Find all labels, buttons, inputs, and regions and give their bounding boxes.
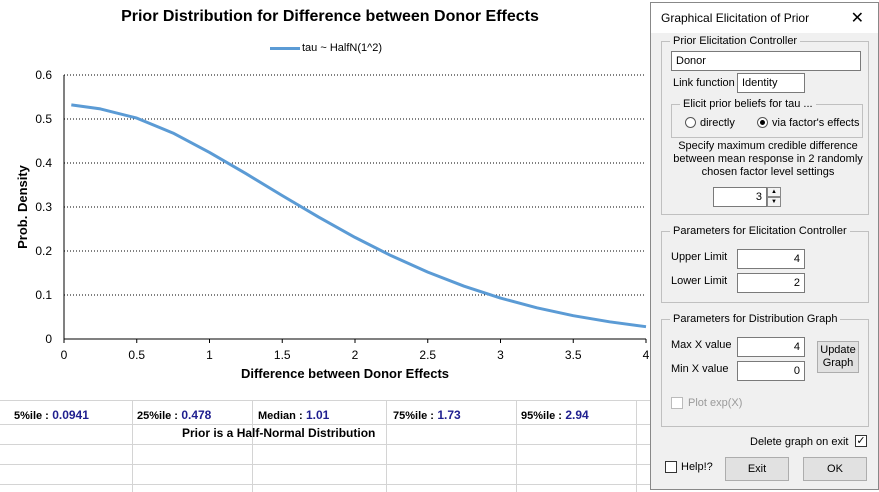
delete-graph-label: Delete graph on exit [750, 436, 849, 448]
chart-title: Prior Distribution for Difference betwee… [121, 8, 539, 25]
controller-legend: Prior Elicitation Controller [673, 35, 798, 47]
stat-median: Median : 1.01 [258, 408, 330, 422]
stat-p5: 5%ile : 0.0941 [14, 408, 89, 422]
radio-directly-label: directly [700, 117, 735, 129]
spin-down-button[interactable]: ▼ [767, 197, 781, 207]
x-tick-label: 2 [352, 348, 359, 362]
y-axis-label: Prob. Density [15, 164, 30, 249]
ok-button[interactable]: OK [803, 457, 867, 481]
grid-line [0, 464, 660, 465]
link-function-label: Link function [673, 77, 735, 89]
grid-line [132, 400, 133, 492]
upper-limit-label: Upper Limit [671, 251, 728, 263]
factor-name-field[interactable]: Donor [671, 51, 861, 71]
legend-swatch [270, 46, 300, 50]
exit-button[interactable]: Exit [725, 457, 789, 481]
graph-params-group: Parameters for Distribution Graph [661, 313, 869, 427]
help-label: Help!? [681, 461, 713, 473]
link-function-field[interactable]: Identity [737, 73, 805, 93]
grid-line [0, 424, 660, 425]
lower-limit-label: Lower Limit [671, 275, 728, 287]
max-x-input[interactable]: 4 [737, 337, 805, 357]
plot-svg: 0 0.1 0.2 0.3 0.4 0.5 0.6 0 0.5 1 1.5 2 2.5 3 3.5 4 Diff… [15, 68, 650, 381]
grid-line [0, 444, 660, 445]
x-tick-label: 3.5 [565, 348, 582, 362]
grid-line [252, 400, 253, 492]
plot-exp-label: Plot exp(X) [688, 397, 743, 409]
params-legend: Parameters for Elicitation Controller [673, 225, 847, 237]
graph-params-legend: Parameters for Distribution Graph [673, 313, 838, 325]
x-tick-label: 0 [61, 348, 68, 362]
lower-limit-input[interactable]: 2 [737, 273, 805, 293]
min-x-label: Min X value [671, 363, 729, 375]
plot-exp-checkbox[interactable] [671, 397, 683, 409]
x-tick-label: 0.5 [128, 348, 145, 362]
upper-limit-input[interactable]: 4 [737, 249, 805, 269]
radio-factor-effects[interactable] [757, 117, 768, 128]
stats-strip [0, 400, 660, 492]
min-x-input[interactable]: 0 [737, 361, 805, 381]
max-difference-input[interactable]: 3 [713, 187, 767, 207]
y-tick-label: 0.5 [35, 112, 52, 126]
y-tick-label: 0.3 [35, 200, 52, 214]
y-tick-label: 0.1 [35, 288, 52, 302]
spin-up-button[interactable]: ▲ [767, 187, 781, 197]
update-graph-button[interactable]: Update Graph [817, 341, 859, 373]
x-tick-label: 3 [497, 348, 504, 362]
y-tick-label: 0.6 [35, 68, 52, 82]
grid-line [516, 400, 517, 492]
series-line [71, 103, 647, 329]
radio-directly[interactable] [685, 117, 696, 128]
elicit-legend: Elicit prior beliefs for tau ... [683, 98, 813, 110]
chart-legend: tau ~ HalfN(1^2) [270, 42, 382, 54]
x-axis-label: Difference between Donor Effects [241, 366, 449, 381]
params-group: Parameters for Elicitation Controller [661, 225, 869, 303]
help-checkbox[interactable] [665, 461, 677, 473]
x-tick-label: 4 [643, 348, 650, 362]
dialog-title: Graphical Elicitation of Prior [651, 3, 878, 33]
elicit-group: Elicit prior beliefs for tau ... [671, 98, 863, 138]
stat-p25: 25%ile : 0.478 [137, 408, 212, 422]
grid-line [386, 400, 387, 492]
controller-group: Prior Elicitation Controller [661, 35, 869, 215]
close-icon[interactable]: ✕ [850, 10, 864, 27]
radio-factor-effects-label: via factor's effects [772, 117, 860, 129]
max-x-label: Max X value [671, 339, 732, 351]
grid-line [0, 484, 660, 485]
grid-line [636, 400, 637, 492]
y-tick-label: 0.4 [35, 156, 52, 170]
legend-label: tau ~ HalfN(1^2) [302, 42, 383, 54]
x-tick-label: 1.5 [274, 348, 291, 362]
elicitation-dialog: Graphical Elicitation of Prior ✕ Prior E… [650, 2, 879, 490]
distribution-note: Prior is a Half-Normal Distribution [182, 426, 376, 440]
delete-graph-checkbox[interactable]: ✓ [855, 435, 867, 447]
x-tick-label: 2.5 [419, 348, 436, 362]
y-tick-label: 0.2 [35, 244, 52, 258]
instruction-text: Specify maximum credible difference betw… [673, 140, 863, 178]
grid-line [0, 400, 660, 401]
stat-p75: 75%ile : 1.73 [393, 408, 461, 422]
chart-area: 0 0.1 0.2 0.3 0.4 0.5 0.6 0 0.5 1 1.5 2 2.5 3 3.5 4 Diff… [15, 8, 650, 381]
x-tick-label: 1 [206, 348, 213, 362]
y-tick-label: 0 [45, 332, 52, 346]
stat-p95: 95%ile : 2.94 [521, 408, 589, 422]
